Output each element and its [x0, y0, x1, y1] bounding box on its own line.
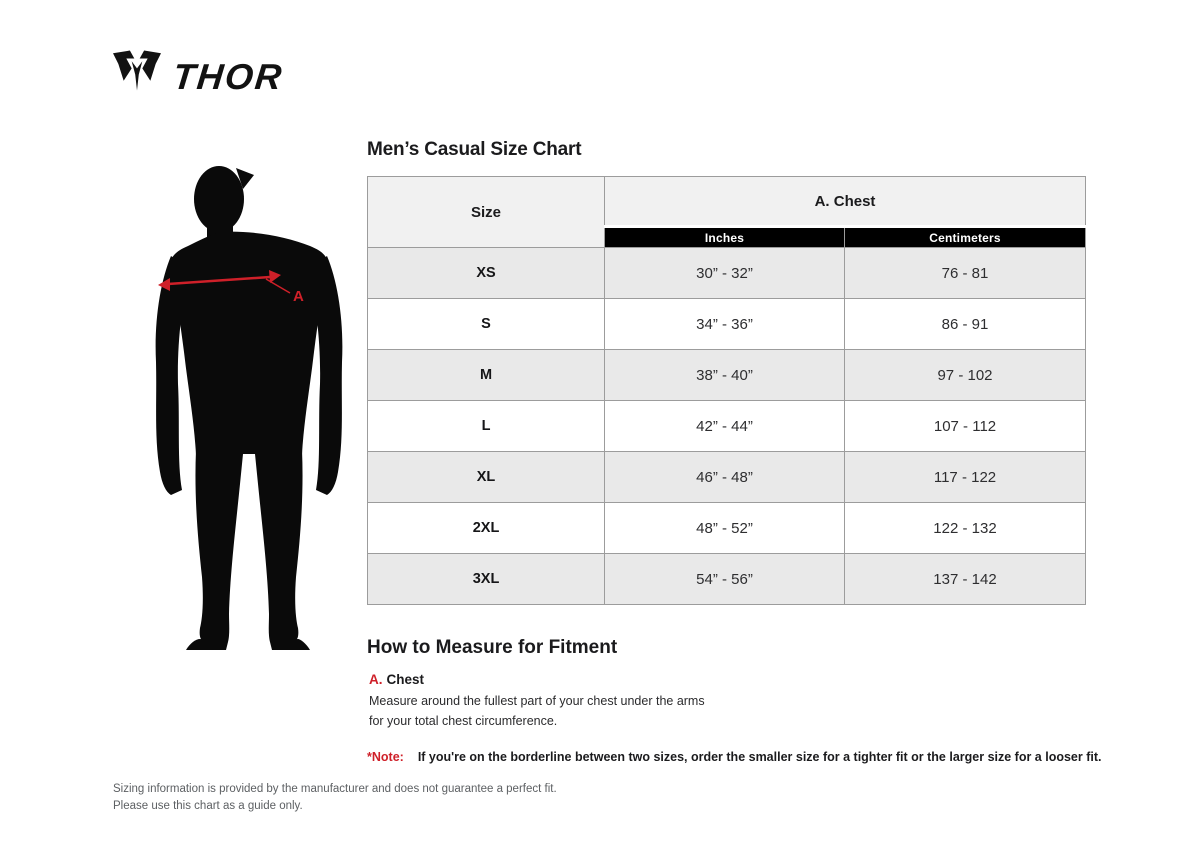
centimeters-cell: 122 - 132	[844, 502, 1086, 554]
centimeters-cell: 107 - 112	[844, 400, 1086, 452]
chest-column-header: A. Chest	[604, 176, 1086, 228]
howto-heading: How to Measure for Fitment	[367, 637, 618, 658]
size-chart-table: Size A. Chest Inches Centimeters XS 30” …	[367, 176, 1086, 605]
size-cell: S	[367, 298, 605, 350]
table-row: L 42” - 44” 107 - 112	[367, 400, 1086, 452]
inches-cell: 54” - 56”	[604, 553, 845, 605]
inches-cell: 48” - 52”	[604, 502, 845, 554]
size-cell: M	[367, 349, 605, 401]
sizing-note: *Note: If you're on the borderline betwee…	[367, 750, 1102, 764]
centimeters-cell: 117 - 122	[844, 451, 1086, 503]
thor-horns-icon	[113, 50, 161, 97]
male-silhouette-figure: A	[150, 162, 355, 652]
disclaimer-line-2: Please use this chart as a guide only.	[113, 799, 303, 812]
disclaimer-footer: Sizing information is provided by the ma…	[113, 781, 557, 814]
inches-unit-header: Inches	[604, 226, 845, 248]
table-row: M 38” - 40” 97 - 102	[367, 349, 1086, 401]
inches-cell: 30” - 32”	[604, 247, 845, 299]
size-cell: 2XL	[367, 502, 605, 554]
table-row: 2XL 48” - 52” 122 - 132	[367, 502, 1086, 554]
page-title: Men’s Casual Size Chart	[367, 139, 582, 160]
inches-cell: 38” - 40”	[604, 349, 845, 401]
inches-cell: 34” - 36”	[604, 298, 845, 350]
measure-item-title: A. Chest	[369, 672, 729, 687]
centimeters-cell: 137 - 142	[844, 553, 1086, 605]
brand-wordmark: THOR	[171, 56, 286, 97]
table-row: XS 30” - 32” 76 - 81	[367, 247, 1086, 299]
note-text: If you're on the borderline between two …	[417, 750, 1102, 764]
inches-cell: 42” - 44”	[604, 400, 845, 452]
chest-measurement-label: A	[293, 288, 304, 305]
size-cell: 3XL	[367, 553, 605, 605]
table-row: S 34” - 36” 86 - 91	[367, 298, 1086, 350]
male-silhouette-body	[155, 166, 343, 650]
measure-item-description: Measure around the fullest part of your …	[369, 694, 705, 728]
brand-logo: THOR	[113, 50, 286, 97]
centimeters-cell: 86 - 91	[844, 298, 1086, 350]
disclaimer-line-1: Sizing information is provided by the ma…	[113, 783, 557, 795]
size-cell: XL	[367, 451, 605, 503]
centimeters-cell: 97 - 102	[844, 349, 1086, 401]
measure-item-chest: A. Chest Measure around the fullest part …	[369, 672, 729, 731]
measure-item-letter: A.	[369, 672, 383, 687]
inches-cell: 46” - 48”	[604, 451, 845, 503]
centimeters-unit-header: Centimeters	[844, 226, 1086, 248]
table-row: 3XL 54” - 56” 137 - 142	[367, 553, 1086, 605]
note-label: *Note:	[367, 750, 404, 764]
size-column-header: Size	[367, 176, 605, 248]
table-row: XL 46” - 48” 117 - 122	[367, 451, 1086, 503]
size-cell: XS	[367, 247, 605, 299]
measure-item-name: Chest	[386, 672, 425, 687]
chest-measurement-line: A	[158, 270, 304, 305]
centimeters-cell: 76 - 81	[844, 247, 1086, 299]
size-cell: L	[367, 400, 605, 452]
